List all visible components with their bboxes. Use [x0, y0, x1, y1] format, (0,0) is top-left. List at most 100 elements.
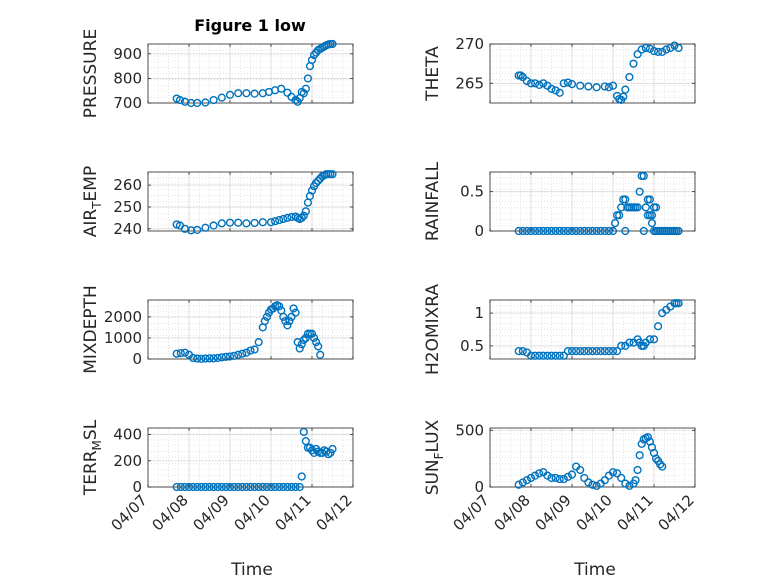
series-markers — [172, 301, 325, 363]
x-axis-label-left: Time — [230, 560, 273, 580]
axes-box — [147, 427, 354, 488]
data-point — [551, 351, 560, 360]
data-point — [539, 226, 548, 236]
data-point — [213, 353, 222, 363]
data-point — [656, 460, 665, 469]
data-point — [674, 226, 683, 236]
data-point — [299, 427, 308, 437]
subplot-rainfall: 0 0.5 RAINFALL — [423, 161, 696, 241]
y-axis-label-main: RAINFALL — [423, 161, 443, 241]
data-point — [242, 219, 251, 228]
data-point — [301, 84, 310, 93]
data-point — [514, 480, 523, 489]
data-point — [653, 322, 663, 331]
data-point — [514, 347, 523, 356]
series-markers — [514, 41, 683, 104]
axes-box — [489, 427, 696, 488]
data-point — [291, 95, 300, 105]
data-point — [588, 226, 597, 236]
data-point — [328, 444, 337, 454]
data-point — [250, 482, 259, 492]
data-point — [275, 302, 284, 311]
y-tick-label: 0 — [474, 478, 484, 496]
data-point — [189, 482, 198, 492]
data-point — [242, 348, 251, 357]
data-point — [193, 354, 202, 363]
data-point — [277, 84, 286, 93]
data-point — [299, 335, 308, 345]
y-axis-label: H2OMIXRA — [423, 284, 443, 375]
data-point — [242, 482, 251, 492]
data-point — [559, 474, 568, 484]
data-point — [234, 89, 243, 98]
data-point — [580, 473, 589, 483]
data-point — [309, 333, 319, 343]
data-point — [608, 81, 618, 90]
data-point — [266, 482, 276, 492]
data-point — [551, 473, 560, 483]
data-point — [197, 354, 206, 363]
data-point — [193, 98, 202, 108]
data-point — [580, 347, 589, 356]
data-point — [225, 90, 235, 99]
data-point — [584, 82, 593, 91]
data-point — [328, 170, 337, 179]
y-tick-label: 2000 — [104, 308, 142, 326]
y-tick-label: 0 — [474, 222, 484, 240]
y-tick-label: 200 — [113, 452, 142, 470]
data-point — [621, 226, 630, 236]
data-point — [674, 299, 683, 308]
axes-box — [147, 299, 354, 360]
y-axis-label: PRESSURE — [81, 29, 101, 118]
data-point — [547, 351, 556, 360]
data-point — [234, 350, 243, 359]
data-point — [600, 82, 609, 91]
data-point — [279, 214, 288, 224]
data-point — [625, 72, 634, 82]
data-point — [254, 482, 263, 492]
data-point — [271, 217, 280, 226]
data-point — [307, 186, 317, 195]
data-point — [180, 348, 190, 357]
data-point — [563, 472, 573, 481]
data-point — [649, 335, 659, 344]
data-point — [588, 347, 597, 356]
data-point — [625, 338, 634, 347]
data-point — [625, 481, 634, 490]
data-point — [539, 79, 548, 88]
data-point — [526, 79, 536, 88]
data-point — [314, 176, 323, 185]
data-point — [649, 46, 659, 56]
y-axis-label-subscript: T — [90, 201, 104, 210]
data-point — [635, 451, 644, 460]
data-point — [234, 218, 243, 227]
data-point — [193, 482, 202, 492]
data-point — [592, 481, 601, 490]
data-point — [539, 351, 548, 360]
data-point — [297, 213, 306, 222]
data-point — [209, 354, 218, 363]
y-tick-label: 800 — [113, 69, 142, 87]
data-point — [258, 218, 267, 227]
data-point — [279, 312, 288, 321]
data-point — [641, 203, 650, 212]
series-markers — [514, 432, 667, 490]
y-tick-label: 270 — [455, 35, 484, 53]
x-axis-label-right: Time — [573, 560, 616, 580]
data-point — [291, 308, 300, 317]
data-point — [184, 482, 194, 492]
data-point — [563, 347, 573, 356]
y-tick-label: 500 — [455, 421, 484, 439]
data-point — [238, 349, 247, 358]
data-point — [621, 85, 630, 94]
data-point — [631, 476, 640, 485]
data-point — [258, 482, 267, 492]
data-point — [176, 349, 185, 358]
data-point — [637, 45, 646, 54]
data-point — [592, 226, 601, 236]
y-tick-label: 1 — [474, 304, 484, 322]
data-point — [314, 342, 323, 351]
data-point — [530, 79, 540, 88]
data-point — [230, 351, 239, 360]
data-point — [217, 353, 226, 362]
